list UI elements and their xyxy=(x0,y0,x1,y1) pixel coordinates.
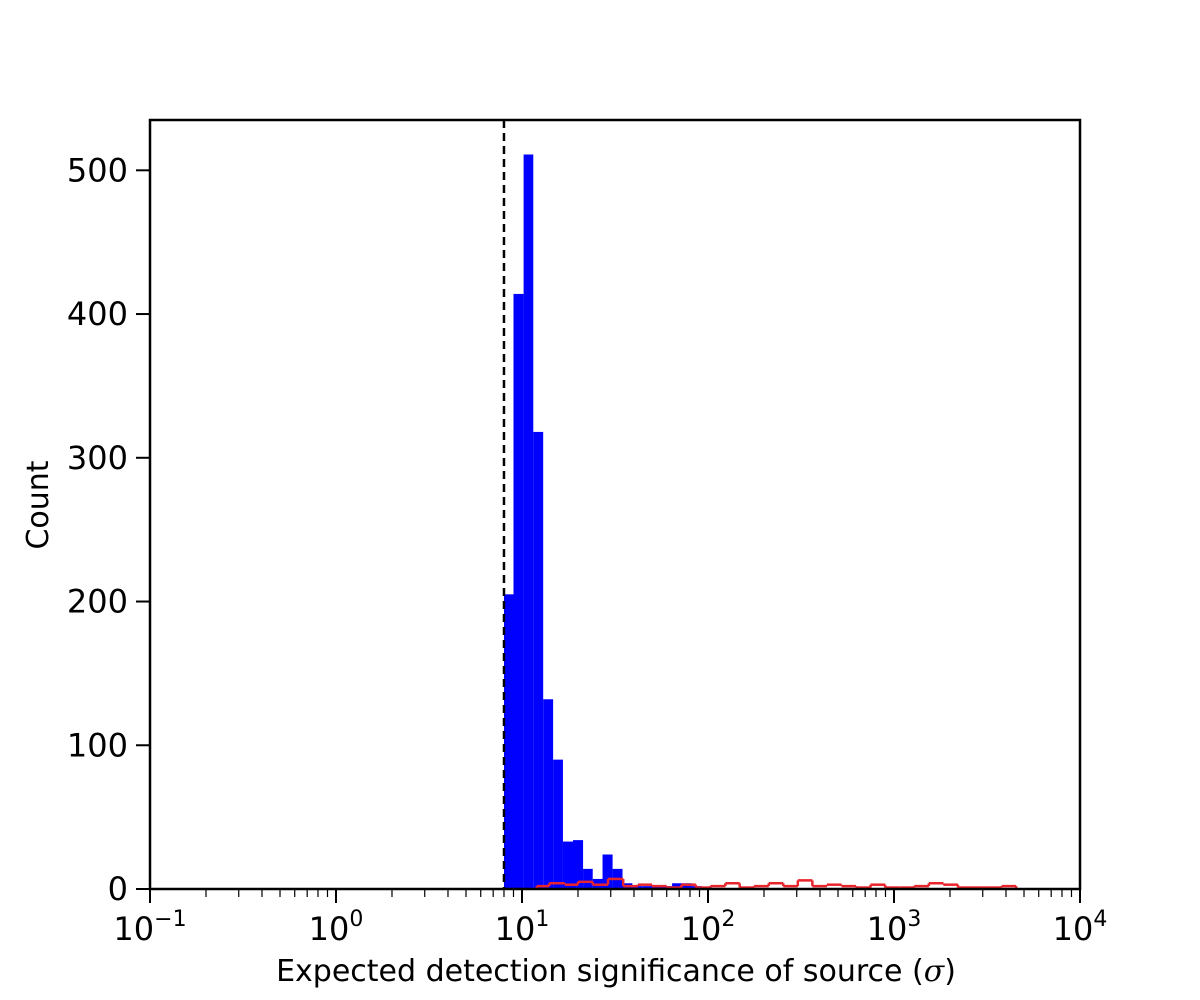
x-tick-label-3: 102 xyxy=(681,907,736,948)
x-tick-exponent-2: 1 xyxy=(535,907,549,932)
blue-bar-18 xyxy=(681,883,692,889)
blue-bar-0 xyxy=(503,594,514,889)
x-tick-exponent-0: −1 xyxy=(154,907,186,932)
blue-bar-10 xyxy=(602,854,613,889)
blue-bar-5 xyxy=(553,759,563,889)
x-axis-ticks xyxy=(149,889,1081,903)
blue-bar-7 xyxy=(572,840,584,889)
y-axis-label: Count xyxy=(21,460,56,549)
blue-bar-3 xyxy=(533,431,544,889)
y-tick-label-4: 400 xyxy=(67,295,128,333)
x-axis-tick-labels: 10−1 100 101 102 103 104 xyxy=(113,907,1107,948)
x-axis-label-text: Expected detection significance of sourc… xyxy=(276,954,924,989)
x-axis-label-close: ) xyxy=(944,954,956,989)
x-tick-label-0: 10−1 xyxy=(113,907,186,948)
blue-bar-1 xyxy=(513,293,524,890)
blue-bar-14 xyxy=(642,886,653,889)
red-step-histogram-series xyxy=(535,877,1018,889)
y-tick-label-3: 300 xyxy=(67,439,128,477)
x-tick-base-2: 10 xyxy=(495,910,536,948)
blue-bar-2 xyxy=(523,154,534,889)
x-tick-exponent-4: 3 xyxy=(907,907,921,932)
x-tick-base-1: 10 xyxy=(309,910,350,948)
x-axis-label: Expected detection significance of sourc… xyxy=(276,954,956,989)
x-tick-label-1: 100 xyxy=(309,907,364,948)
y-tick-label-5: 500 xyxy=(67,151,128,189)
y-tick-label-1: 100 xyxy=(67,726,128,764)
blue-histogram-series xyxy=(503,154,712,890)
x-tick-exponent-3: 2 xyxy=(721,907,735,932)
x-tick-exponent-1: 0 xyxy=(349,907,363,932)
y-axis-tick-labels: 0 100 200 300 400 500 xyxy=(67,151,128,908)
x-tick-base-0: 10 xyxy=(113,910,154,948)
y-tick-label-2: 200 xyxy=(67,583,128,621)
blue-bar-15 xyxy=(652,886,663,889)
x-tick-label-5: 104 xyxy=(1053,907,1108,948)
x-tick-label-2: 101 xyxy=(495,907,550,948)
y-axis-ticks xyxy=(136,169,150,890)
x-tick-base-4: 10 xyxy=(867,910,908,948)
plot-frame xyxy=(148,118,1082,891)
y-tick-label-0: 0 xyxy=(108,870,128,908)
blue-bar-6 xyxy=(562,841,573,889)
blue-bar-4 xyxy=(543,699,554,889)
x-tick-exponent-5: 4 xyxy=(1093,907,1107,932)
x-tick-base-5: 10 xyxy=(1053,910,1094,948)
x-axis-label-sigma: σ xyxy=(924,954,946,989)
blue-bar-8 xyxy=(583,868,593,889)
x-tick-label-4: 103 xyxy=(867,907,922,948)
x-tick-base-3: 10 xyxy=(681,910,722,948)
blue-bar-17 xyxy=(672,883,682,889)
blue-bar-13 xyxy=(632,886,643,889)
